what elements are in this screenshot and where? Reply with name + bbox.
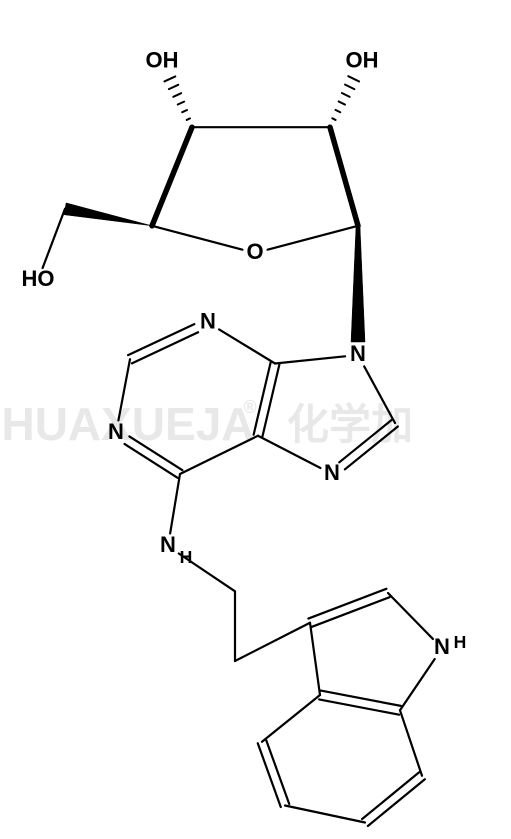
atom-ind_N1-sub: H <box>454 632 467 652</box>
watermark-right: 化学加 <box>287 401 413 448</box>
atom-O3p: OH <box>146 48 179 73</box>
watermark-left: HUAXUEJA <box>1 398 254 450</box>
atom-N9: N <box>350 341 366 366</box>
atom-O2p: OH <box>346 48 379 73</box>
atom-O_ring: O <box>246 239 263 264</box>
atom-labels: OHOOHOHNNNNNHNH <box>22 48 467 660</box>
atom-N7: N <box>324 460 340 485</box>
molecule-diagram: HUAXUEJA®化学加 OHOOHOHNNNNNHNH <box>0 0 511 839</box>
watermark: HUAXUEJA® 化学加 <box>1 397 413 450</box>
atom-ind_N1: N <box>434 634 450 659</box>
atom-N6-sub: H <box>180 547 193 567</box>
atom-N3: N <box>200 309 216 334</box>
atom-O5p: HO <box>22 266 55 291</box>
atom-N1: N <box>108 419 124 444</box>
atom-N6: N <box>160 532 176 557</box>
bonds <box>43 76 435 826</box>
watermark-registered: ® <box>243 397 256 417</box>
